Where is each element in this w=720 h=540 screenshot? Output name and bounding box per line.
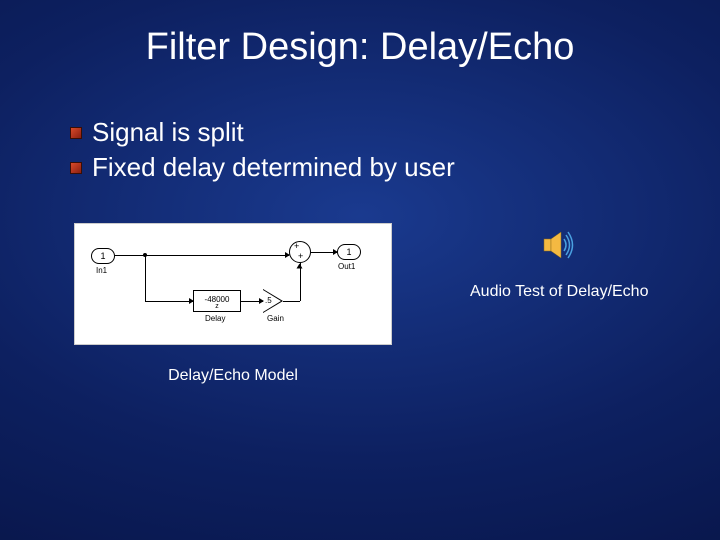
wire (145, 255, 146, 301)
bullet-text: Fixed delay determined by user (92, 152, 455, 183)
list-item: Fixed delay determined by user (70, 152, 720, 183)
arrowhead-icon (297, 264, 303, 269)
arrowhead-icon (259, 298, 264, 304)
sum-block: + + (289, 241, 311, 263)
gain-value: .5 (265, 296, 272, 305)
in-port: 1 (91, 248, 115, 264)
simulink-diagram: 1 In1 + + 1 Out1 -48000 z Delay .5 Gain (74, 223, 392, 345)
bullet-icon (70, 127, 82, 139)
delay-block: -48000 z (193, 290, 241, 312)
wire (145, 301, 193, 302)
diagram-column: 1 In1 + + 1 Out1 -48000 z Delay .5 Gain (74, 223, 392, 385)
out-port-label: Out1 (338, 262, 355, 271)
bullet-list: Signal is split Fixed delay determined b… (70, 117, 720, 183)
out-port: 1 (337, 244, 361, 260)
in-port-label: In1 (96, 266, 107, 275)
wire (115, 255, 289, 256)
wire (300, 263, 301, 301)
speaker-icon[interactable] (541, 227, 577, 263)
arrowhead-icon (189, 298, 194, 304)
gain-label: Gain (267, 314, 284, 323)
list-item: Signal is split (70, 117, 720, 148)
arrowhead-icon (285, 252, 290, 258)
slide-title: Filter Design: Delay/Echo (0, 0, 720, 69)
wire (283, 301, 300, 302)
arrowhead-icon (333, 249, 338, 255)
delay-label: Delay (205, 314, 225, 323)
diagram-caption: Delay/Echo Model (168, 367, 298, 385)
content-row: 1 In1 + + 1 Out1 -48000 z Delay .5 Gain (0, 223, 720, 385)
bullet-text: Signal is split (92, 117, 244, 148)
audio-caption: Audio Test of Delay/Echo (470, 283, 648, 301)
bullet-icon (70, 162, 82, 174)
audio-column: Audio Test of Delay/Echo (470, 227, 648, 301)
